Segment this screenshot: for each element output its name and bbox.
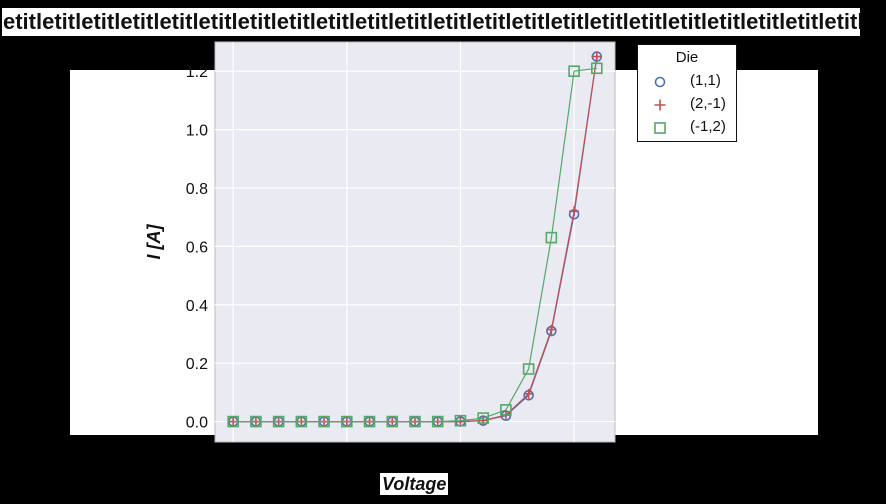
data-point (431, 415, 444, 428)
data-point (522, 363, 535, 375)
data-point (569, 206, 580, 217)
data-point (591, 51, 602, 62)
y-tick-label: 0.6 (186, 239, 208, 256)
data-point (227, 415, 239, 428)
legend-marker-square-icon (654, 122, 666, 134)
y-tick-label: 1.2 (186, 64, 208, 81)
y-tick-label: 0.0 (186, 415, 208, 432)
legend-entry-1-1: (1,1) (652, 71, 736, 91)
series-layer (227, 51, 603, 428)
y-tick-label: 0.4 (186, 298, 208, 315)
data-point (545, 231, 558, 244)
data-point (568, 65, 580, 77)
data-point (318, 415, 330, 428)
y-axis-label: I [A] (144, 224, 164, 260)
data-point (454, 414, 467, 427)
legend-marker-circle-icon (654, 76, 666, 88)
data-point (409, 415, 421, 428)
data-point (523, 388, 534, 399)
legend-entry-m1-2: (-1,2) (652, 117, 736, 137)
legend-entry-2-m1: (2,-1) (652, 94, 736, 114)
legend: Die (1,1) (2,-1) (-1,2) (637, 44, 737, 142)
y-tick-label: 0.2 (186, 356, 208, 373)
y-tick-label: 1.0 (186, 123, 208, 140)
series-2 (227, 62, 603, 428)
data-point (341, 415, 353, 428)
data-point (295, 415, 308, 428)
y-tick-label: 0.8 (186, 181, 208, 198)
series-line (233, 67, 597, 423)
data-point (272, 415, 285, 428)
y-axis-ticks: 0.0 0.2 0.4 0.6 0.8 1.0 1.2 (186, 64, 208, 431)
data-point (546, 324, 557, 335)
x-axis-label: Voltage (380, 473, 449, 495)
data-point (250, 415, 262, 428)
legend-label: (1,1) (690, 72, 721, 89)
legend-label: (2,-1) (690, 95, 726, 112)
data-point (477, 412, 489, 424)
legend-marker-plus-icon (654, 99, 666, 111)
data-point (386, 415, 399, 428)
legend-label: (-1,2) (690, 118, 726, 135)
legend-title: Die (675, 49, 699, 66)
chart-title: etitletitletitletitletitletitletitletitl… (2, 8, 860, 36)
data-point (591, 62, 603, 75)
data-point (500, 404, 512, 416)
data-point (363, 415, 376, 428)
